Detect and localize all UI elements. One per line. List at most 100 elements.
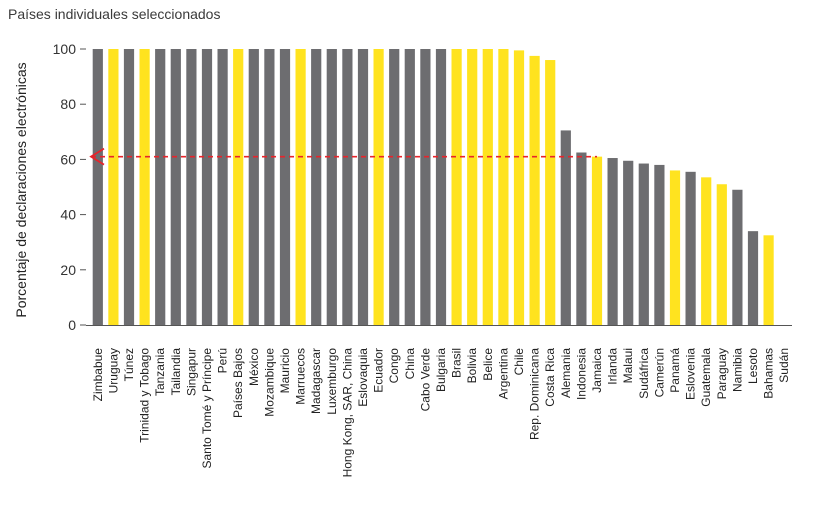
reference-arrow-head <box>89 147 105 166</box>
x-tick-label: Lesoto <box>746 348 760 384</box>
bar <box>607 158 618 325</box>
x-tick-label: Panamá <box>668 348 682 393</box>
x-tick-label: Sudáfrica <box>637 348 651 399</box>
bar <box>498 49 509 325</box>
x-tick-label: Madagascar <box>309 348 323 414</box>
y-tick-label: 60 <box>60 151 76 167</box>
bar <box>311 49 322 325</box>
x-tick-label: Brasil <box>450 348 464 378</box>
bar <box>279 49 291 325</box>
x-tick-label: Uruguay <box>106 348 120 393</box>
y-tick-label: 20 <box>60 262 76 278</box>
x-tick-label: Túnez <box>122 348 136 381</box>
bar <box>170 49 181 325</box>
bar <box>451 49 462 325</box>
x-tick-label: Perú <box>216 348 230 373</box>
category-labels: Zimbabue Uruguay Túnez Trinidad y Tobago Tan… <box>91 348 791 478</box>
y-tick-label: 0 <box>68 317 76 333</box>
bar <box>747 231 759 325</box>
bar <box>233 49 244 325</box>
bar <box>404 49 415 325</box>
bar <box>591 156 603 325</box>
reference-line <box>89 147 597 166</box>
x-tick-label: Costa Rica <box>543 348 557 407</box>
bar <box>92 49 103 325</box>
bar <box>357 49 369 325</box>
x-tick-label: Mauricio <box>278 348 292 394</box>
bar <box>685 171 696 325</box>
y-tick-label: 40 <box>60 207 76 223</box>
x-tick-label: Namibia <box>730 348 744 392</box>
bar <box>264 49 275 325</box>
x-tick-label: Mozambique <box>262 348 276 417</box>
y-tick-label: 100 <box>53 41 77 57</box>
bar <box>732 189 743 325</box>
bar <box>139 49 150 325</box>
bar <box>295 49 306 325</box>
x-tick-label: Paraguay <box>715 348 729 399</box>
bar <box>389 49 400 325</box>
x-tick-label: Luxemburgo <box>325 348 339 415</box>
y-axis-title: Porcentaje de declaraciones electrónicas <box>13 62 29 317</box>
bar <box>435 49 447 325</box>
bar <box>201 49 213 325</box>
x-tick-label: Rep. Dominicana <box>528 348 542 440</box>
bar <box>108 49 119 325</box>
bar <box>482 49 493 325</box>
bar <box>342 49 353 325</box>
bar <box>217 49 228 325</box>
bar <box>420 49 431 325</box>
bar <box>638 163 649 325</box>
bar <box>669 170 681 325</box>
x-tick-label: Marruecos <box>294 348 308 405</box>
x-tick-label: Bulgaria <box>434 348 448 392</box>
bar <box>701 177 712 325</box>
bar <box>513 50 525 325</box>
x-tick-label: Jamaica <box>590 348 604 393</box>
x-tick-label: Camerún <box>652 348 666 397</box>
bar <box>623 160 634 325</box>
y-axis: 0 20 40 60 80 100 <box>53 41 86 333</box>
y-tick-label: 80 <box>60 96 76 112</box>
x-tick-label: Países Bajos <box>231 348 245 418</box>
bar <box>467 49 478 325</box>
x-tick-label: Chile <box>512 348 526 376</box>
bar <box>373 49 384 325</box>
chart-title: Países individuales seleccionados <box>8 6 221 22</box>
x-tick-label: Guatemala <box>699 348 713 407</box>
x-tick-label: Eslovenia <box>684 348 698 400</box>
x-tick-label: Bolivia <box>465 348 479 384</box>
x-tick-label: Tailandia <box>169 348 183 396</box>
x-tick-label: Trinidad y Tobago <box>138 348 152 443</box>
x-tick-label: Irlanda <box>606 348 620 385</box>
x-tick-label: Singapur <box>184 348 198 396</box>
x-tick-label: Santo Tomé y Príncipe <box>200 348 214 469</box>
x-tick-label: Alemania <box>559 348 573 398</box>
bar <box>545 60 556 325</box>
bar <box>186 49 197 325</box>
bar <box>326 49 337 325</box>
bar <box>123 49 135 325</box>
bar <box>155 49 166 325</box>
x-tick-label: Congo <box>387 348 401 384</box>
bar <box>529 55 540 326</box>
x-tick-label: Belice <box>481 348 495 381</box>
bar <box>716 184 727 325</box>
x-tick-label: Sudán <box>777 348 791 383</box>
bar <box>560 130 571 325</box>
x-tick-label: Cabo Verde <box>418 348 432 412</box>
x-tick-label: Ecuador <box>372 348 386 393</box>
x-tick-label: Eslovaquia <box>356 348 370 407</box>
bar <box>763 235 774 325</box>
x-tick-label: Tanzania <box>153 348 167 396</box>
bar <box>248 49 259 325</box>
x-tick-label: China <box>403 348 417 380</box>
x-tick-label: Bahamas <box>762 348 776 399</box>
bars <box>92 49 774 326</box>
bar <box>654 164 665 325</box>
x-tick-label: Argentina <box>496 348 510 400</box>
bar <box>576 152 587 325</box>
x-tick-label: Indonesia <box>574 348 588 400</box>
x-tick-label: México <box>247 348 261 386</box>
